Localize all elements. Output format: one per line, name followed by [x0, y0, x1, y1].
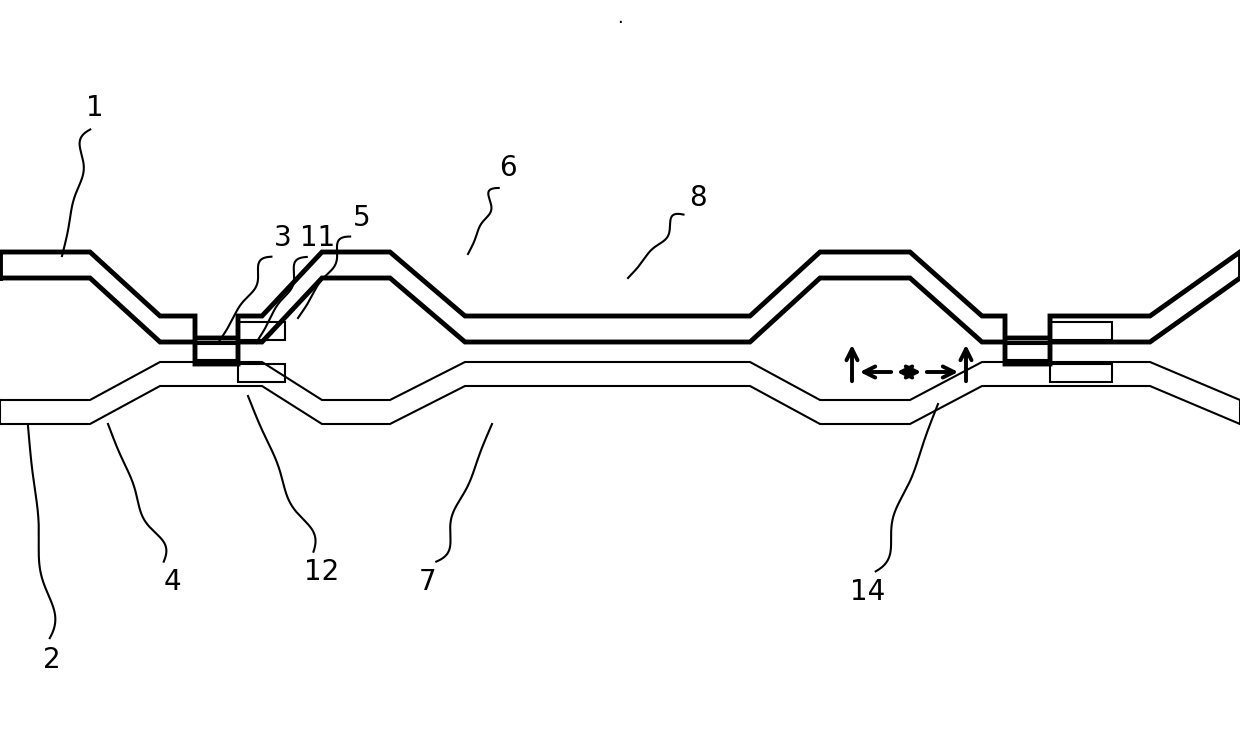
Text: 8: 8	[689, 184, 707, 212]
Text: 6: 6	[500, 154, 517, 182]
Text: 11: 11	[300, 224, 336, 252]
Text: 12: 12	[304, 558, 340, 586]
Text: 1: 1	[87, 94, 104, 122]
Text: 4: 4	[164, 568, 181, 596]
Text: 5: 5	[353, 204, 371, 232]
Text: 2: 2	[43, 646, 61, 674]
Text: 7: 7	[419, 568, 436, 596]
Text: .: .	[618, 9, 622, 27]
Text: 3: 3	[274, 224, 291, 252]
Text: 14: 14	[851, 578, 885, 606]
